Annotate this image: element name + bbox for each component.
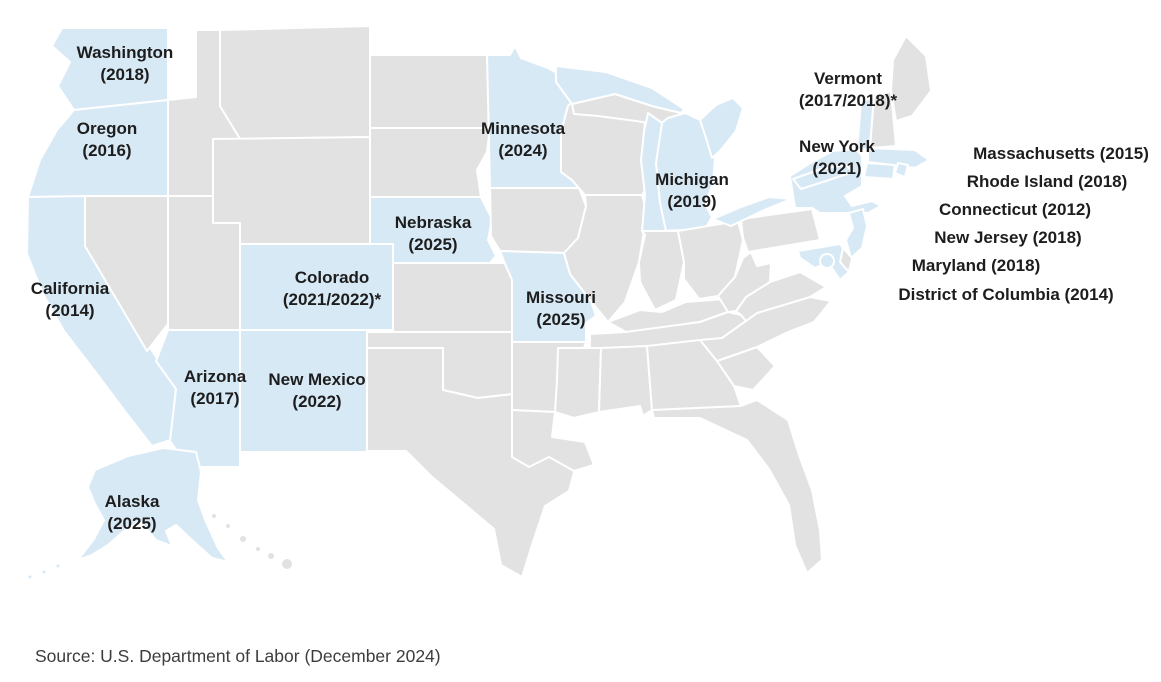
state-maine (890, 35, 932, 122)
state-massachusetts (867, 147, 930, 169)
state-louisiana (511, 409, 595, 472)
state-oregon (27, 99, 169, 198)
hawaii-island (210, 512, 218, 520)
state-north-dakota (369, 54, 491, 129)
state-new-mexico (239, 329, 368, 453)
state-new-hampshire (869, 90, 897, 149)
hawaii-island (280, 557, 294, 571)
state-florida (651, 399, 823, 574)
hawaii-island (238, 534, 248, 544)
alaska-aleutian-island (26, 573, 34, 581)
state-mississippi (554, 347, 602, 419)
state-indiana (638, 230, 685, 311)
hawaii-island (224, 522, 232, 530)
hawaii-island (254, 545, 262, 553)
state-montana (219, 25, 371, 140)
lake-huron (699, 97, 744, 159)
state-pennsylvania (740, 208, 821, 253)
lake-erie (712, 196, 792, 227)
source-text: Source: U.S. Department of Labor (Decemb… (35, 646, 441, 666)
state-nebraska (369, 196, 497, 264)
state-kansas (392, 262, 514, 333)
state-rhode-island (894, 162, 909, 178)
state-iowa (489, 187, 587, 254)
district-of-columbia-marker (819, 253, 835, 269)
lake-michigan (640, 112, 667, 232)
state-alabama (598, 345, 653, 417)
lake-ontario (792, 164, 854, 190)
state-colorado (239, 243, 394, 331)
state-south-dakota (369, 127, 491, 198)
alaska-aleutian-island (40, 568, 48, 576)
state-nevada (84, 195, 169, 352)
state-connecticut (863, 162, 896, 180)
lake-superior (555, 65, 685, 114)
state-new-york (789, 148, 882, 214)
state-west-virginia (717, 251, 772, 313)
state-alaska (77, 447, 229, 563)
state-washington (51, 27, 169, 111)
state-texas (366, 347, 578, 578)
alaska-aleutian-island (54, 562, 62, 570)
state-new-jersey (845, 208, 868, 259)
hawaii-island (266, 551, 276, 561)
